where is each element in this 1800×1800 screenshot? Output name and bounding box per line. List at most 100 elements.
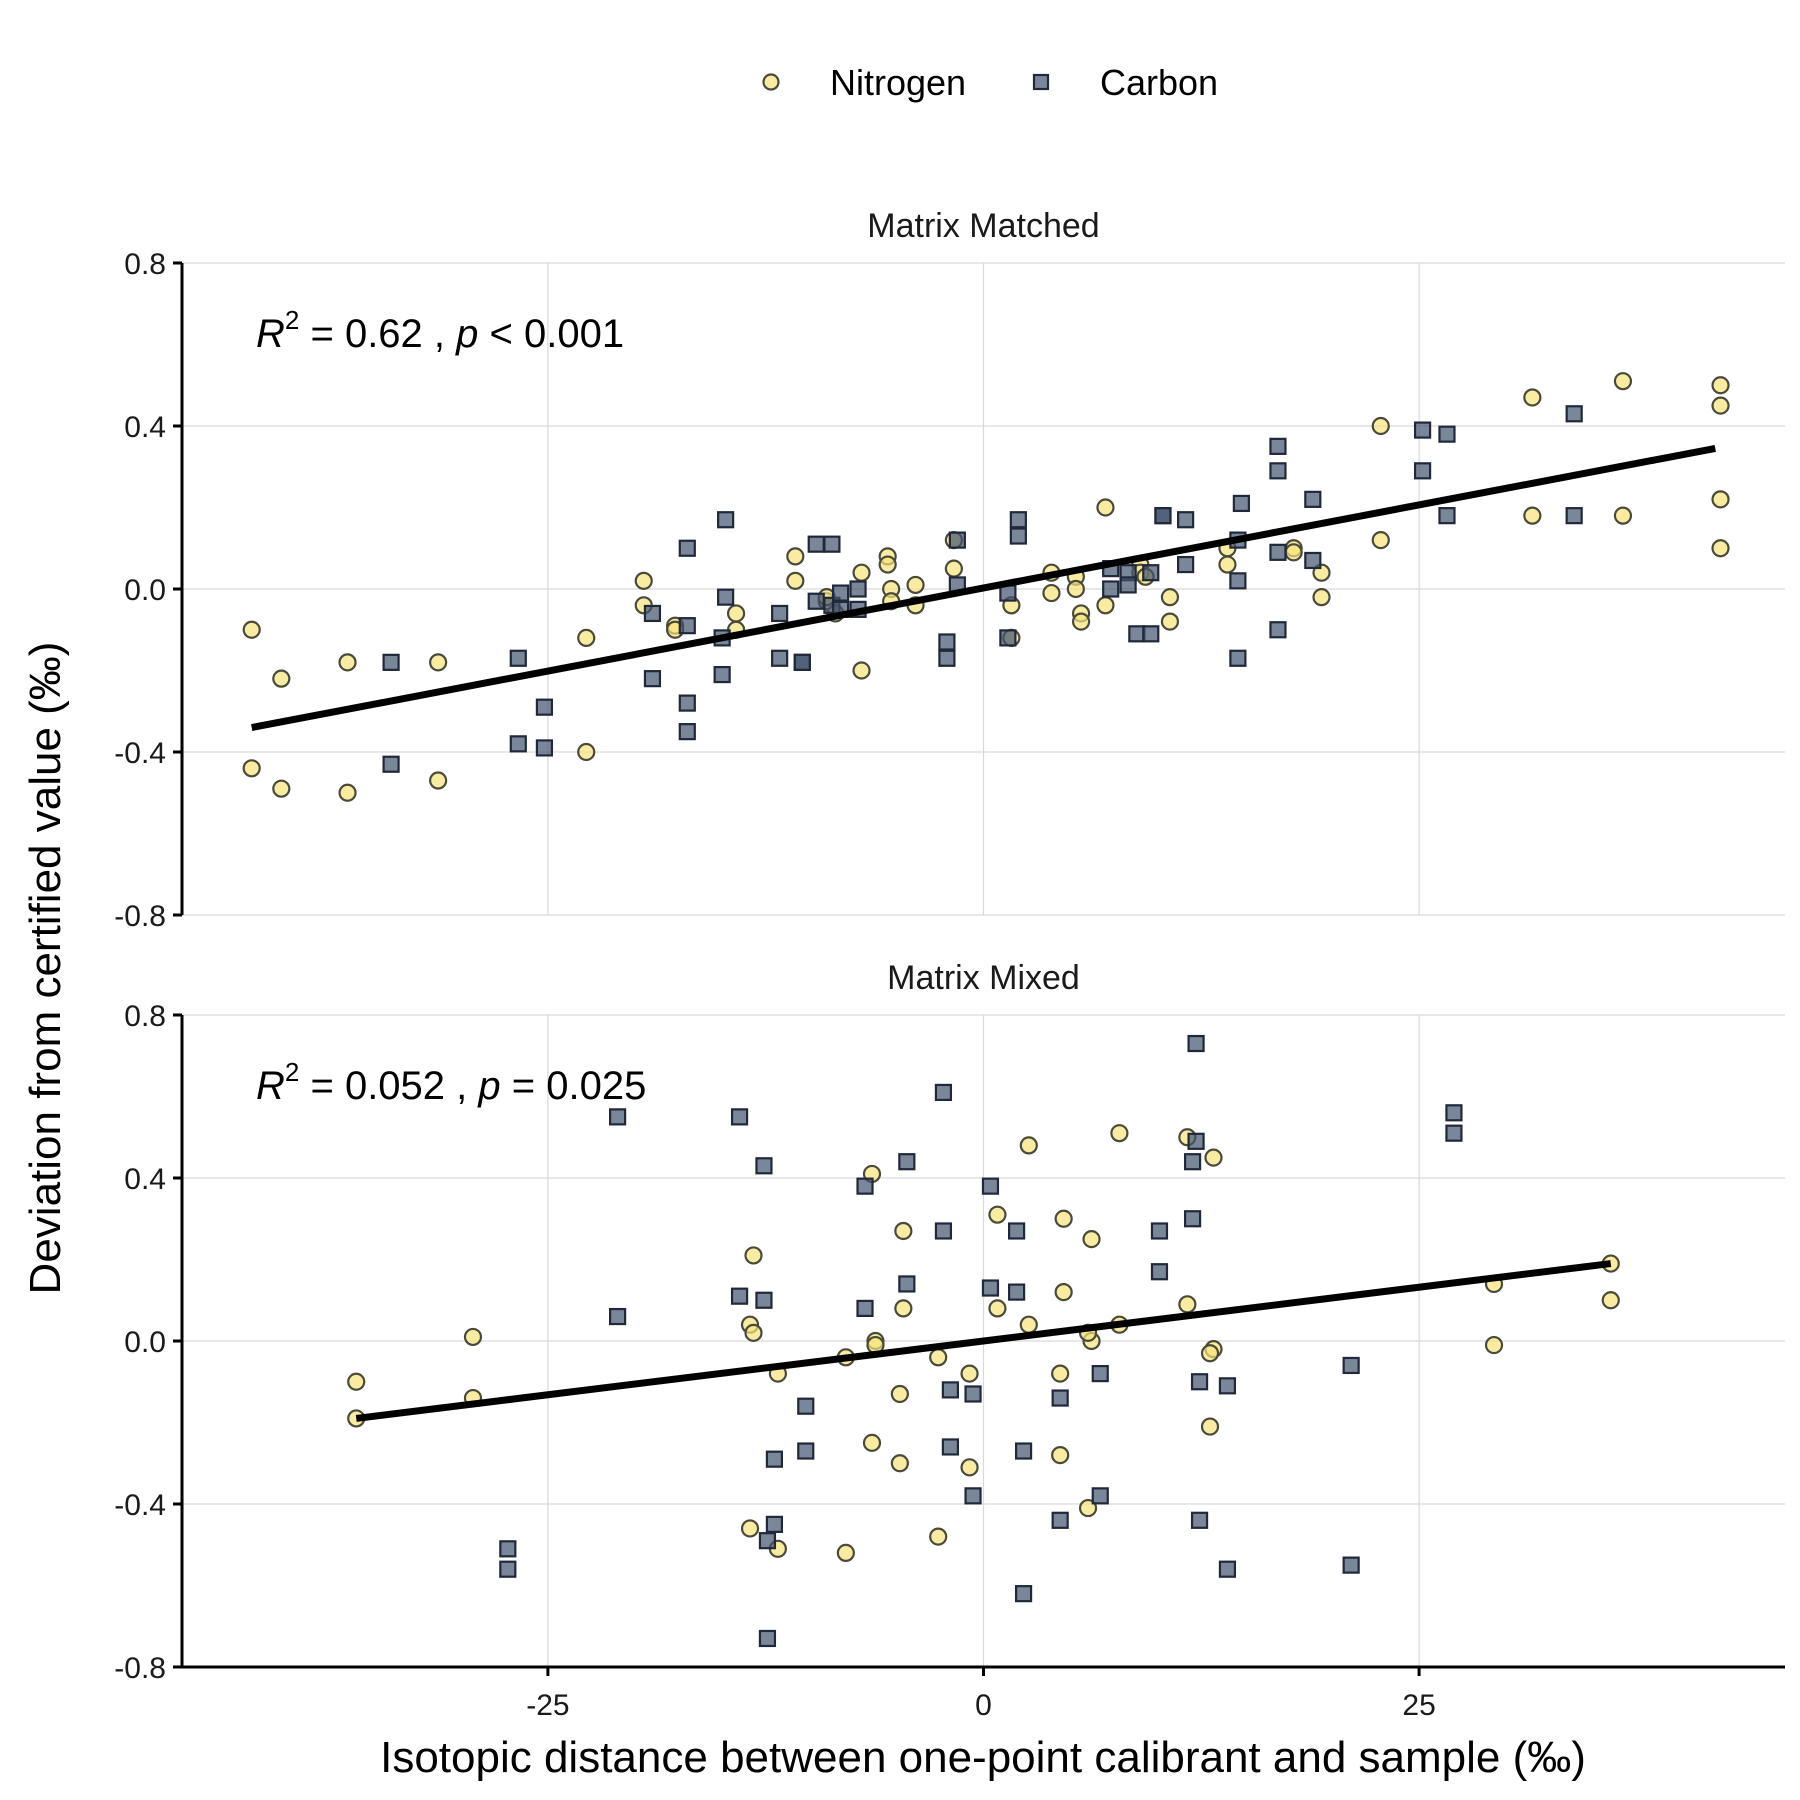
- carbon-point: [535, 739, 554, 757]
- x-tick-label: 25: [1402, 1689, 1435, 1722]
- nitrogen-point: [1484, 1335, 1504, 1355]
- carbon-point: [938, 633, 956, 651]
- carbon-point: [1183, 1153, 1202, 1171]
- nitrogen-point: [1160, 612, 1180, 631]
- nitrogen-point: [740, 1519, 760, 1538]
- carbon-point: [1269, 543, 1287, 561]
- nitrogen-point: [577, 742, 596, 762]
- carbon-point: [1187, 1132, 1205, 1150]
- nitrogen-point: [1019, 1136, 1038, 1155]
- nitrogen-point: [1523, 388, 1542, 407]
- y-tick-label: 0.4: [124, 1163, 166, 1196]
- regression-line: [251, 444, 1716, 731]
- carbon-point: [1150, 1263, 1169, 1281]
- carbon-point: [1177, 511, 1195, 529]
- nitrogen-point: [894, 1299, 913, 1318]
- carbon-point: [1304, 490, 1322, 508]
- carbon-point: [832, 584, 850, 602]
- carbon-point: [382, 755, 400, 773]
- carbon-point: [1445, 1104, 1463, 1122]
- carbon-point: [765, 1450, 784, 1468]
- nitrogen-point: [1082, 1230, 1101, 1249]
- carbon-point: [941, 1438, 959, 1456]
- carbon-point: [1119, 576, 1137, 594]
- carbon-point: [1413, 421, 1432, 439]
- carbon-point: [948, 531, 966, 549]
- carbon-point: [643, 604, 662, 623]
- carbon-point: [938, 649, 956, 667]
- nitrogen-point: [890, 1454, 909, 1473]
- legend-nitrogen-marker: [762, 73, 780, 91]
- legend-carbon-marker: [1032, 73, 1050, 91]
- carbon-point: [1051, 1511, 1069, 1529]
- carbon-point: [1177, 555, 1195, 574]
- panel-1: Matrix Matched -0.8 -0.4 0.0 0.4 0.8 R2 = 0.62…: [114, 207, 1785, 933]
- carbon-point: [964, 1487, 982, 1505]
- nitrogen-point: [894, 1221, 913, 1241]
- y-tick-label: 0.0: [124, 574, 166, 607]
- nitrogen-point: [242, 620, 261, 639]
- x-axis-title: Isotopic distance between one-point cali…: [380, 1733, 1586, 1782]
- carbon-point: [1342, 1556, 1360, 1574]
- carbon-point: [382, 653, 400, 671]
- facet-title: Matrix Mixed: [887, 959, 1080, 997]
- carbon-point: [678, 694, 696, 712]
- nitrogen-point: [463, 1327, 483, 1347]
- nitrogen-point: [338, 653, 357, 672]
- carbon-point: [1218, 1377, 1237, 1395]
- carbon-point: [898, 1275, 916, 1293]
- nitrogen-point: [836, 1543, 855, 1563]
- carbon-point: [1565, 507, 1583, 525]
- nitrogen-point: [1054, 1282, 1073, 1302]
- nitrogen-point: [1160, 588, 1180, 607]
- carbon-point: [1154, 507, 1172, 525]
- carbon-point: [981, 1177, 1000, 1195]
- nitrogen-point: [1312, 588, 1331, 607]
- carbon-point: [771, 649, 789, 667]
- carbon-point: [797, 1397, 815, 1415]
- carbon-point: [1229, 572, 1247, 590]
- nitrogen-point: [1110, 1124, 1129, 1143]
- carbon-point: [678, 539, 696, 557]
- carbon-point: [1342, 1356, 1360, 1375]
- carbon-point: [1009, 527, 1027, 545]
- nitrogen-point: [988, 1299, 1007, 1318]
- carbon-point: [1128, 625, 1146, 643]
- carbon-point: [535, 698, 554, 716]
- carbon-point: [1014, 1442, 1033, 1460]
- carbon-point: [1091, 1364, 1109, 1383]
- carbon-point: [1269, 437, 1287, 455]
- carbon-point: [856, 1299, 874, 1318]
- carbon-point: [1008, 1222, 1026, 1240]
- nitrogen-point: [1051, 1445, 1070, 1465]
- nitrogen-point: [929, 1527, 948, 1546]
- carbon-point: [509, 735, 527, 753]
- carbon-point: [1565, 405, 1583, 423]
- nitrogen-point: [242, 759, 261, 778]
- carbon-point: [934, 1083, 953, 1102]
- carbon-point: [771, 604, 789, 623]
- nitrogen-point: [1096, 596, 1115, 615]
- carbon-point: [1445, 1124, 1463, 1142]
- carbon-point: [755, 1157, 773, 1175]
- carbon-point: [1438, 425, 1456, 443]
- carbon-point: [1014, 1585, 1033, 1603]
- nitrogen-point: [929, 1348, 948, 1367]
- y-tick-label: 0.4: [124, 411, 166, 444]
- legend-nitrogen-label: Nitrogen: [830, 62, 966, 103]
- y-tick-label: -0.4: [114, 737, 166, 770]
- carbon-point: [1229, 649, 1247, 667]
- carbon-point: [1190, 1511, 1209, 1529]
- nitrogen-point: [1200, 1417, 1220, 1436]
- carbon-point: [1102, 580, 1120, 598]
- carbon-point: [758, 1629, 777, 1648]
- facet-panels: Matrix Matched -0.8 -0.4 0.0 0.4 0.8 R2 = 0.62…: [114, 207, 1785, 1722]
- regression-stats: R2 = 0.052 , p = 0.025: [256, 1057, 646, 1108]
- nitrogen-point: [862, 1433, 882, 1452]
- nitrogen-point: [1711, 396, 1730, 415]
- carbon-point: [678, 723, 696, 741]
- nitrogen-point: [1523, 506, 1542, 525]
- carbon-point: [797, 1442, 815, 1460]
- carbon-point: [1304, 551, 1322, 570]
- nitrogen-point: [1284, 543, 1303, 562]
